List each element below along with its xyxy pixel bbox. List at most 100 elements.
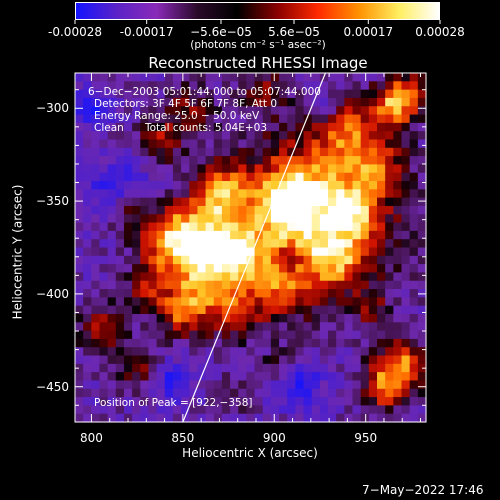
heatmap-cell <box>303 363 313 373</box>
heatmap-cell <box>197 222 207 232</box>
heatmap-cell <box>328 338 337 348</box>
heatmap-cell <box>409 139 419 149</box>
heatmap-cell <box>148 305 158 315</box>
heatmap-cell <box>91 322 101 332</box>
heatmap-cell <box>197 313 207 323</box>
heatmap-cell <box>99 197 109 207</box>
heatmap-cell <box>417 280 427 290</box>
heatmap-cell <box>377 164 386 174</box>
heatmap-cell <box>181 230 190 240</box>
heatmap-cell <box>344 147 354 157</box>
heatmap-cell <box>385 297 394 307</box>
heatmap-cell <box>156 97 166 107</box>
heatmap-cell <box>197 380 207 390</box>
heatmap-cell <box>344 172 354 182</box>
heatmap-cell <box>246 214 256 224</box>
heatmap-cell <box>311 114 321 124</box>
heatmap-cell <box>213 297 223 307</box>
heatmap-cell <box>181 355 190 365</box>
heatmap-cell <box>409 89 419 99</box>
heatmap-cell <box>107 239 117 249</box>
heatmap-cell <box>393 372 403 382</box>
heatmap-cell <box>164 214 174 224</box>
heatmap-cell <box>328 222 337 232</box>
heatmap-cell <box>409 122 419 132</box>
heatmap-cell <box>270 255 280 265</box>
heatmap-cell <box>230 322 239 332</box>
heatmap-cell <box>140 347 150 357</box>
x-tick-label: 950 <box>354 431 378 445</box>
heatmap-cell <box>197 230 207 240</box>
heatmap-cell <box>205 89 215 99</box>
heatmap-cell <box>197 397 207 406</box>
heatmap-cell <box>213 89 223 99</box>
heatmap-cell <box>279 156 288 166</box>
heatmap-cell <box>189 313 199 323</box>
heatmap-cell <box>205 380 215 390</box>
heatmap-cell <box>246 355 256 365</box>
heatmap-cell <box>238 388 248 398</box>
heatmap-cell <box>246 405 256 415</box>
heatmap-cell <box>189 280 199 290</box>
heatmap-cell <box>319 338 329 348</box>
heatmap-cell <box>303 322 313 332</box>
heatmap-cell <box>385 97 394 107</box>
heatmap-cell <box>230 164 239 174</box>
heatmap-cell <box>295 189 305 199</box>
heatmap-cell <box>270 297 280 307</box>
heatmap-cell <box>221 397 231 406</box>
heatmap-cell <box>377 139 386 149</box>
heatmap-cell <box>221 305 231 315</box>
heatmap-cell <box>246 280 256 290</box>
heatmap-cell <box>270 131 280 141</box>
heatmap-cell <box>148 89 158 99</box>
heatmap-cell <box>385 189 394 199</box>
heatmap-cell <box>172 189 182 199</box>
heatmap-cell <box>91 114 101 124</box>
heatmap-cell <box>205 222 215 232</box>
heatmap-cell <box>352 380 362 390</box>
heatmap-cell <box>401 197 411 207</box>
heatmap-cell <box>181 297 190 307</box>
heatmap-cell <box>344 114 354 124</box>
heatmap-cell <box>107 280 117 290</box>
heatmap-cell <box>181 114 190 124</box>
heatmap-cell <box>189 189 199 199</box>
heatmap-cell <box>409 164 419 174</box>
heatmap-cell <box>377 89 386 99</box>
heatmap-cell <box>75 81 84 91</box>
heatmap-cell <box>377 156 386 166</box>
heatmap-cell <box>238 405 248 415</box>
heatmap-cell <box>377 388 386 398</box>
heatmap-cell <box>140 131 150 141</box>
heatmap-cell <box>107 214 117 224</box>
heatmap-cell <box>115 131 125 141</box>
heatmap-cell <box>344 363 354 373</box>
heatmap-cell <box>385 147 394 157</box>
heatmap-cell <box>238 305 248 315</box>
heatmap-cell <box>148 338 158 348</box>
heatmap-cell <box>221 363 231 373</box>
heatmap-cell <box>156 205 166 215</box>
heatmap-cell <box>83 214 92 224</box>
heatmap-cell <box>156 289 166 298</box>
heatmap-cell <box>336 97 345 107</box>
heatmap-cell <box>148 397 158 406</box>
heatmap-cell <box>254 330 264 340</box>
heatmap-cell <box>254 81 264 91</box>
heatmap-cell <box>385 73 394 82</box>
heatmap-cell <box>156 147 166 157</box>
solar-limb-line <box>182 72 327 423</box>
heatmap-cell <box>377 97 386 107</box>
heatmap-cell <box>213 239 223 249</box>
heatmap-cell <box>99 297 109 307</box>
heatmap-cell <box>279 405 288 415</box>
heatmap-cell <box>132 289 141 298</box>
heatmap-cell <box>107 230 117 240</box>
heatmap-cell <box>189 289 199 298</box>
heatmap-cell <box>303 189 313 199</box>
heatmap-cell <box>417 388 427 398</box>
heatmap-cell <box>254 363 264 373</box>
heatmap-cell <box>156 189 166 199</box>
heatmap-cell <box>295 73 305 82</box>
